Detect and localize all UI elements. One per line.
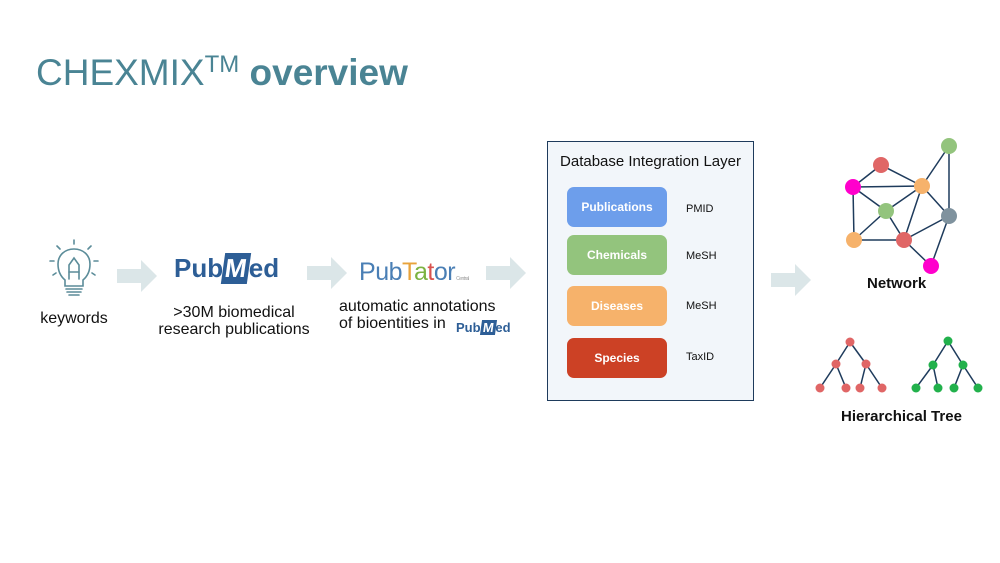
pubtator-logo-letter: P [359, 258, 376, 286]
lightbulb-icon [47, 238, 101, 305]
pubtator-logo: PubTatorCentral [359, 258, 469, 286]
pubmed-caption-line2: research publications [158, 321, 310, 338]
network-graph-icon [838, 135, 968, 280]
pubtator-logo-letter: b [388, 258, 403, 286]
pubtator-caption-line1: automatic annotations [339, 298, 496, 315]
publications-code: PMID [686, 203, 714, 215]
diseases-pill: Diseases [567, 286, 667, 326]
pubtator-caption: automatic annotations of bioentities in [339, 298, 499, 332]
arrow-right-icon [771, 264, 811, 296]
hierarchical-tree-icon [812, 336, 988, 401]
pubtator-logo-letter: u [375, 258, 389, 286]
page-title: CHEXMIXTM overview [36, 51, 408, 93]
pubmed-small-logo: PubMed [456, 320, 511, 335]
publications-pill: Publications [567, 187, 667, 227]
arrow-right-icon [307, 257, 347, 289]
network-label: Network [867, 275, 927, 292]
pubtator-logo-letter: t [427, 258, 434, 286]
chemicals-pill: Chemicals [567, 235, 667, 275]
pubmed-caption: >30M biomedical research publications [150, 304, 318, 338]
pubmed-logo: PubMed [174, 253, 280, 284]
pubtator-logo-letter: a [414, 258, 428, 286]
pubmed-caption-line1: >30M biomedical [173, 304, 295, 321]
pubtator-logo-letter: o [433, 258, 448, 286]
pubtator-caption-line2: of bioentities in [339, 315, 446, 332]
arrow-right-icon [117, 260, 157, 292]
diseases-code: MeSH [686, 300, 717, 312]
keywords-label: keywords [40, 310, 108, 327]
species-pill: Species [567, 338, 667, 378]
pubtator-logo-letter: T [402, 258, 415, 286]
hierarchical-tree-label: Hierarchical Tree [841, 408, 962, 425]
species-code: TaxID [686, 351, 715, 363]
database-title: Database Integration Layer [560, 153, 741, 170]
chemicals-code: MeSH [686, 250, 717, 262]
pubtator-logo-letter: r [447, 258, 456, 286]
arrow-right-icon [486, 257, 526, 289]
database-integration-layer: Database Integration Layer Publications … [547, 141, 754, 401]
